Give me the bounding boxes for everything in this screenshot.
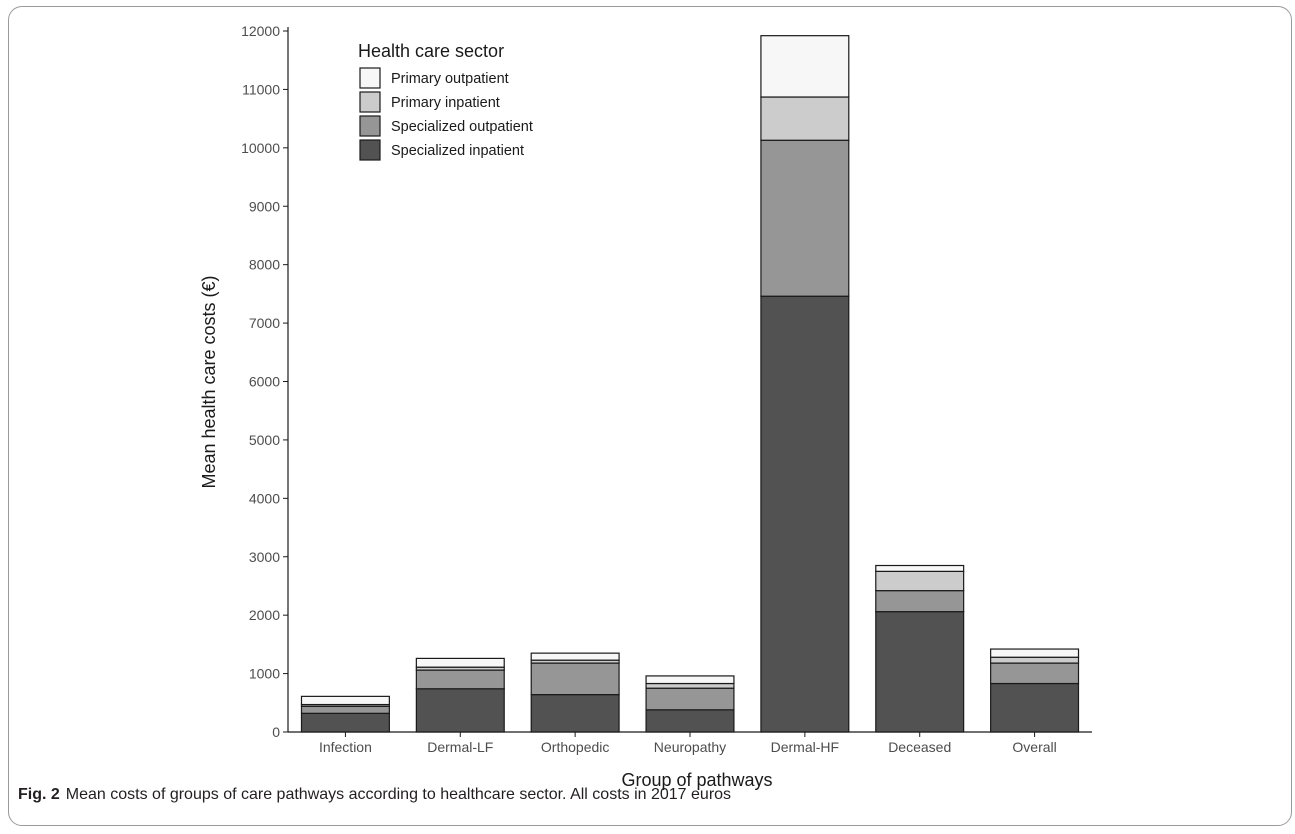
legend-title: Health care sector xyxy=(358,41,504,61)
figure-frame xyxy=(8,6,1292,826)
legend-swatch xyxy=(359,91,381,113)
y-tick-label: 5000 xyxy=(249,432,280,448)
bar-segment xyxy=(530,652,620,661)
y-tick-label: 8000 xyxy=(249,257,280,273)
bar-segment xyxy=(990,682,1080,733)
x-tick-label: Deceased xyxy=(888,739,951,755)
chart-axes: 0 1000 2000 3000 4000 5000 6000 7000 8000 9000 100… xyxy=(241,23,1092,755)
legend-label: Specialized outpatient xyxy=(391,119,533,135)
bar-segment xyxy=(875,564,965,572)
legend-swatch xyxy=(359,139,381,161)
bar-segment xyxy=(300,705,390,714)
y-tick-label: 6000 xyxy=(249,374,280,390)
x-tick-label: Orthopedic xyxy=(541,739,609,755)
legend-label: Primary inpatient xyxy=(391,95,500,111)
y-tick-label: 12000 xyxy=(241,23,280,39)
bar-segment xyxy=(415,669,505,690)
bar-segment xyxy=(760,96,850,141)
x-tick-label: Overall xyxy=(1012,739,1056,755)
bar-segment xyxy=(645,675,735,685)
y-axis-title: Mean health care costs (€) xyxy=(199,275,219,488)
bar-segment xyxy=(990,648,1080,658)
bar-segment xyxy=(990,662,1080,685)
bar-segment xyxy=(645,682,735,689)
legend-swatch xyxy=(359,67,381,89)
y-tick-label: 0 xyxy=(272,724,280,740)
y-tick-label: 1000 xyxy=(249,666,280,682)
y-tick-label: 3000 xyxy=(249,549,280,565)
bar-segment xyxy=(645,687,735,711)
bar-segment xyxy=(300,712,390,733)
x-tick-label: Neuropathy xyxy=(654,739,726,755)
bar-segment xyxy=(760,35,850,98)
x-tick-label: Dermal-LF xyxy=(427,739,493,755)
x-tick-label: Dermal-HF xyxy=(771,739,839,755)
chart-legend: Health care sector Primary outpatient Pri… xyxy=(358,41,533,161)
figure-caption-text: Mean costs of groups of care pathways ac… xyxy=(65,786,732,803)
legend-swatch xyxy=(359,115,381,137)
bar-segment xyxy=(875,611,965,733)
legend-label: Specialized inpatient xyxy=(391,143,524,159)
bar-segment xyxy=(875,590,965,613)
bar-segment xyxy=(645,709,735,733)
figure-caption: Fig. 2 Mean costs of groups of care pathw… xyxy=(18,786,731,804)
bar-segment xyxy=(875,570,965,592)
figure-label: Fig. 2 xyxy=(18,786,60,803)
y-tick-label: 11000 xyxy=(242,81,280,97)
x-axis-title: Group of pathways xyxy=(621,770,772,790)
x-tick-label: Infection xyxy=(319,739,372,755)
legend-label: Primary outpatient xyxy=(391,71,509,87)
bar-segment xyxy=(990,656,1080,664)
bar-segment xyxy=(415,688,505,733)
bar-segment xyxy=(300,695,390,706)
y-tick-label: 7000 xyxy=(249,315,280,331)
y-tick-label: 10000 xyxy=(241,140,280,156)
bar-segment xyxy=(760,139,850,297)
chart-bars xyxy=(300,35,1080,733)
bar-segment xyxy=(415,657,505,668)
bar-segment xyxy=(530,694,620,733)
bar-segment xyxy=(530,662,620,696)
y-tick-label: 9000 xyxy=(249,198,280,214)
y-tick-label: 4000 xyxy=(249,490,280,506)
y-tick-label: 2000 xyxy=(249,607,280,623)
bar-segment xyxy=(760,295,850,733)
